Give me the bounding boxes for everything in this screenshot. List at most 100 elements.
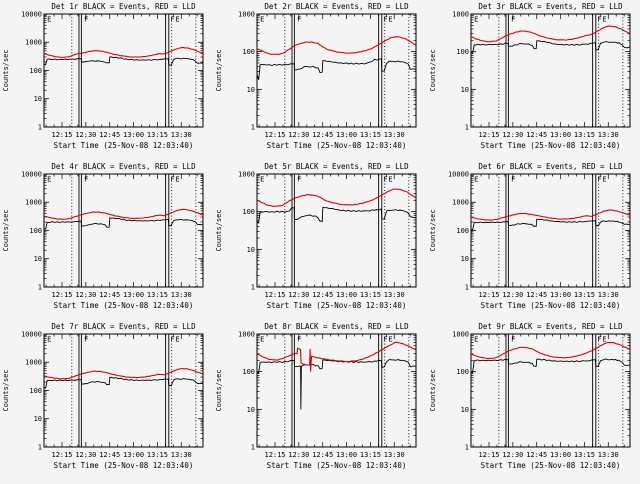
x-axis-label: Start Time (25-Nov-08 12:03:40) [54,141,194,150]
x-tick-label: 12:45 [99,131,120,139]
y-tick-label: 1 [251,283,255,291]
flag-letter: E [389,336,393,344]
events-curve [257,206,417,224]
events-curve [257,359,417,410]
plot-cell-det-2r: 1 10 100 1000 12:15 12:30 12:45 13:00 13:15 13:30… [213,0,426,160]
y-tick-label: 1000 [452,11,469,19]
plot-cell-det-9r: 1 10 100 1000 12:15 12:30 12:45 13:00 13:15 13:30… [427,320,640,480]
x-tick-label: 13:00 [550,131,571,139]
y-tick-label: 10 [34,415,42,423]
x-tick-label: 12:30 [502,131,523,139]
y-tick-label: 100 [456,48,469,56]
flag-letter: E [389,176,393,184]
plot-title: Det 7r BLACK = Events, RED = LLD [51,322,196,331]
plot-title: Det 9r BLACK = Events, RED = LLD [478,322,623,331]
lld-curve [43,46,204,58]
plot-det-9r: 1 10 100 1000 12:15 12:30 12:45 13:00 13:15 13:30… [429,322,631,470]
x-tick-label: 12:30 [75,451,96,459]
plot-cell-det-3r: 1 10 100 1000 12:15 12:30 12:45 13:00 13:15 13:30… [427,0,640,160]
y-axis-label: Counts/sec [429,49,437,91]
y-tick-label: 10 [34,95,42,103]
x-tick-label: 12:45 [99,451,120,459]
x-tick-label: 12:15 [478,291,499,299]
x-tick-label: 13:00 [336,451,357,459]
x-axis-label: Start Time (25-Nov-08 12:03:40) [480,141,620,150]
lld-curve [470,25,630,43]
flag-letter: E [474,336,478,344]
plot-title: Det 5r BLACK = Events, RED = LLD [265,162,410,171]
plot-det-5r: 1 10 100 1000 12:15 12:30 12:45 13:00 13:15 13:30… [215,162,417,310]
flag-letter: F [170,16,174,24]
x-tick-label: 13:30 [597,291,618,299]
lld-curve [470,341,630,360]
y-axis-label: Counts/sec [2,209,10,251]
flag-letter: E [602,336,606,344]
x-tick-label: 13:00 [123,291,144,299]
x-tick-label: 12:45 [526,131,547,139]
flag-letter: F [511,336,515,344]
x-axis-label: Start Time (25-Nov-08 12:03:40) [267,301,407,310]
y-tick-label: 1 [38,443,42,451]
x-tick-label: 13:15 [147,131,168,139]
y-tick-label: 1000 [25,39,42,47]
y-tick-label: 1000 [25,199,42,207]
y-axis-label: Counts/sec [2,49,10,91]
x-tick-label: 13:15 [574,291,595,299]
flag-letter: F [297,16,301,24]
y-axis-label: Counts/sec [429,209,437,251]
plot-cell-det-8r: 1 10 100 1000 12:15 12:30 12:45 13:00 13:15 13:30… [213,320,426,480]
y-axis-label: Counts/sec [215,49,223,91]
y-axis-label: Counts/sec [2,369,10,411]
x-tick-label: 12:45 [313,451,334,459]
y-tick-label: 100 [456,368,469,376]
x-tick-label: 13:15 [147,451,168,459]
y-tick-label: 100 [243,368,256,376]
plot-det-6r: 1 10 100 1000 10000 12:15 12:30 12:45 13:00 13:15… [429,162,631,310]
y-tick-label: 100 [243,208,256,216]
plot-title: Det 2r BLACK = Events, RED = LLD [265,2,410,11]
lld-curve [43,208,204,220]
x-tick-label: 12:45 [99,291,120,299]
axes-box [470,173,631,288]
flag-letter: E [175,336,179,344]
plot-cell-det-6r: 1 10 100 1000 10000 12:15 12:30 12:45 13:00 13:15… [427,160,640,320]
flag-letter: E [474,176,478,184]
y-tick-label: 10 [460,86,468,94]
x-tick-label: 12:15 [478,131,499,139]
axes-box [43,333,204,448]
x-tick-label: 12:45 [526,451,547,459]
y-tick-label: 1 [38,283,42,291]
axes-box [43,173,204,288]
events-curve [470,358,630,374]
plot-title: Det 4r BLACK = Events, RED = LLD [51,162,196,171]
y-tick-label: 1000 [238,11,255,19]
events-curve [43,56,204,66]
axes-box [470,333,631,448]
x-tick-label: 12:15 [265,451,286,459]
y-tick-label: 100 [243,48,256,56]
x-axis-label: Start Time (25-Nov-08 12:03:40) [480,461,620,470]
x-tick-label: 12:15 [265,291,286,299]
x-tick-label: 13:15 [574,451,595,459]
plot-det-7r: 1 10 100 1000 10000 12:15 12:30 12:45 13:00 13:15… [2,322,204,470]
x-axis-label: Start Time (25-Nov-08 12:03:40) [54,461,194,470]
y-tick-label: 10 [247,246,255,254]
plot-title: Det 3r BLACK = Events, RED = LLD [478,2,623,11]
y-tick-label: 1 [464,123,468,131]
x-tick-label: 13:00 [550,451,571,459]
y-tick-label: 10 [34,255,42,263]
x-axis-label: Start Time (25-Nov-08 12:03:40) [267,461,407,470]
flag-letter: F [84,176,88,184]
y-tick-label: 10 [247,406,255,414]
flag-letter: E [261,336,265,344]
plot-title: Det 8r BLACK = Events, RED = LLD [265,322,410,331]
flag-letter: F [297,336,301,344]
plot-cell-det-5r: 1 10 100 1000 12:15 12:30 12:45 13:00 13:15 13:30… [213,160,426,320]
events-curve [470,218,630,231]
x-tick-label: 13:15 [574,131,595,139]
plot-cell-det-1r: 1 10 100 1000 10000 12:15 12:30 12:45 13:00 13:15… [0,0,213,160]
flag-letter: F [597,176,601,184]
lld-curve [257,188,417,207]
x-tick-label: 13:00 [123,131,144,139]
flag-letter: F [384,176,388,184]
